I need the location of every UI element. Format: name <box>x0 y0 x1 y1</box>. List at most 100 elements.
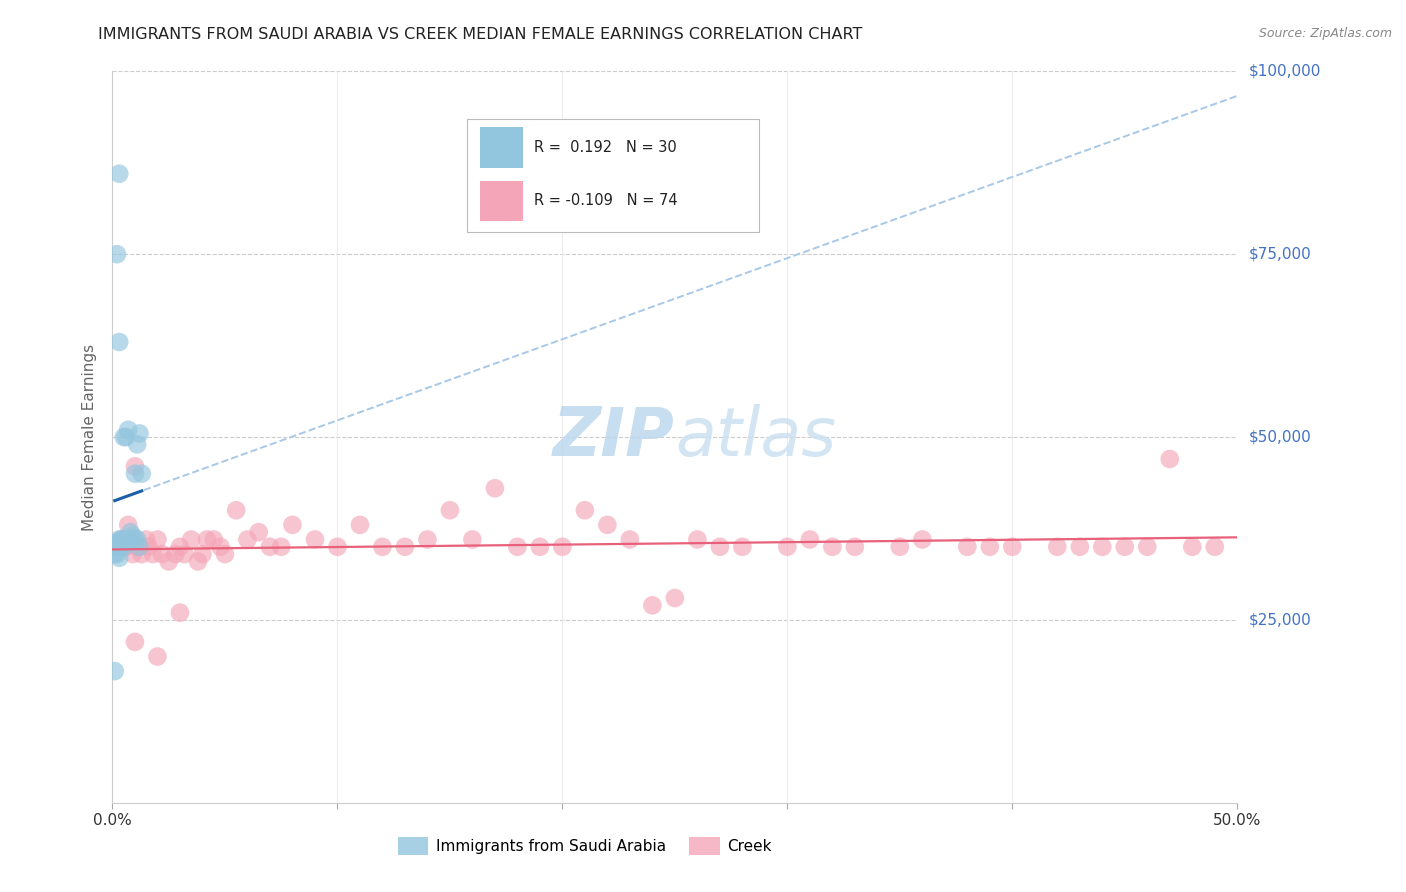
Point <box>1091 540 1114 554</box>
Point <box>551 540 574 554</box>
Point <box>270 540 292 554</box>
Point <box>209 540 232 554</box>
Point <box>108 167 131 181</box>
Point <box>138 540 160 554</box>
Point <box>1046 540 1069 554</box>
Text: Source: ZipAtlas.com: Source: ZipAtlas.com <box>1258 27 1392 40</box>
Point <box>821 540 844 554</box>
Point <box>1181 540 1204 554</box>
Point <box>799 533 821 547</box>
Point <box>165 547 187 561</box>
Point <box>979 540 1001 554</box>
Point <box>146 533 169 547</box>
Point <box>105 247 128 261</box>
Point <box>124 459 146 474</box>
Point <box>247 525 270 540</box>
Point <box>121 529 143 543</box>
Point <box>108 550 131 565</box>
Point <box>112 540 135 554</box>
Point <box>104 547 127 561</box>
Point <box>127 437 149 451</box>
Point <box>326 540 349 554</box>
Point <box>394 540 416 554</box>
Point <box>150 547 173 561</box>
Point <box>596 517 619 532</box>
Text: $50,000: $50,000 <box>1249 430 1312 444</box>
Point <box>131 467 153 481</box>
Point <box>105 540 128 554</box>
Point <box>506 540 529 554</box>
Point <box>889 540 911 554</box>
Point <box>202 533 225 547</box>
Point <box>191 547 214 561</box>
Point <box>131 547 153 561</box>
Point <box>173 547 195 561</box>
Point <box>281 517 304 532</box>
Point <box>120 533 142 547</box>
Point <box>641 599 664 613</box>
Text: $25,000: $25,000 <box>1249 613 1312 627</box>
Point <box>259 540 281 554</box>
Point <box>371 540 394 554</box>
Point <box>214 547 236 561</box>
Point <box>105 540 128 554</box>
FancyBboxPatch shape <box>467 119 759 232</box>
Text: IMMIGRANTS FROM SAUDI ARABIA VS CREEK MEDIAN FEMALE EARNINGS CORRELATION CHART: IMMIGRANTS FROM SAUDI ARABIA VS CREEK ME… <box>98 27 863 42</box>
Point <box>112 430 135 444</box>
Point <box>124 467 146 481</box>
Point <box>112 540 135 554</box>
Point <box>157 554 180 568</box>
Point <box>731 540 754 554</box>
Point <box>108 334 131 349</box>
Point <box>115 536 138 550</box>
Point <box>187 554 209 568</box>
Point <box>195 533 218 547</box>
Text: ZIP: ZIP <box>553 404 675 470</box>
Point <box>108 536 131 550</box>
Point <box>105 540 128 554</box>
Text: R = -0.109   N = 74: R = -0.109 N = 74 <box>534 194 678 209</box>
Point <box>115 430 138 444</box>
Point <box>135 533 157 547</box>
Point <box>108 533 131 547</box>
Point <box>709 540 731 554</box>
Point <box>110 533 132 547</box>
Point <box>1069 540 1091 554</box>
Point <box>117 423 139 437</box>
Point <box>439 503 461 517</box>
Point <box>574 503 596 517</box>
Point <box>1159 452 1181 467</box>
Text: $75,000: $75,000 <box>1249 247 1312 261</box>
Point <box>115 540 138 554</box>
Point <box>304 533 326 547</box>
Text: $100,000: $100,000 <box>1249 64 1320 78</box>
Point <box>686 533 709 547</box>
Point <box>127 533 149 547</box>
Point <box>169 540 191 554</box>
Legend: Immigrants from Saudi Arabia, Creek: Immigrants from Saudi Arabia, Creek <box>392 831 778 861</box>
Point <box>1114 540 1136 554</box>
Point <box>108 536 131 550</box>
Point <box>484 481 506 495</box>
Point <box>104 536 127 550</box>
Point <box>127 540 149 554</box>
Point <box>104 664 127 678</box>
FancyBboxPatch shape <box>481 128 523 168</box>
Text: R =  0.192   N = 30: R = 0.192 N = 30 <box>534 140 678 155</box>
Point <box>110 533 132 547</box>
Point <box>128 426 150 441</box>
Point <box>461 533 484 547</box>
Point <box>128 540 150 554</box>
Point <box>117 517 139 532</box>
Point <box>128 540 150 554</box>
Point <box>124 533 146 547</box>
Point <box>1001 540 1024 554</box>
Point <box>142 547 165 561</box>
Point <box>416 533 439 547</box>
Point <box>619 533 641 547</box>
Point <box>110 540 132 554</box>
Point <box>664 591 686 605</box>
Point <box>1136 540 1159 554</box>
Point <box>956 540 979 554</box>
Point <box>236 533 259 547</box>
